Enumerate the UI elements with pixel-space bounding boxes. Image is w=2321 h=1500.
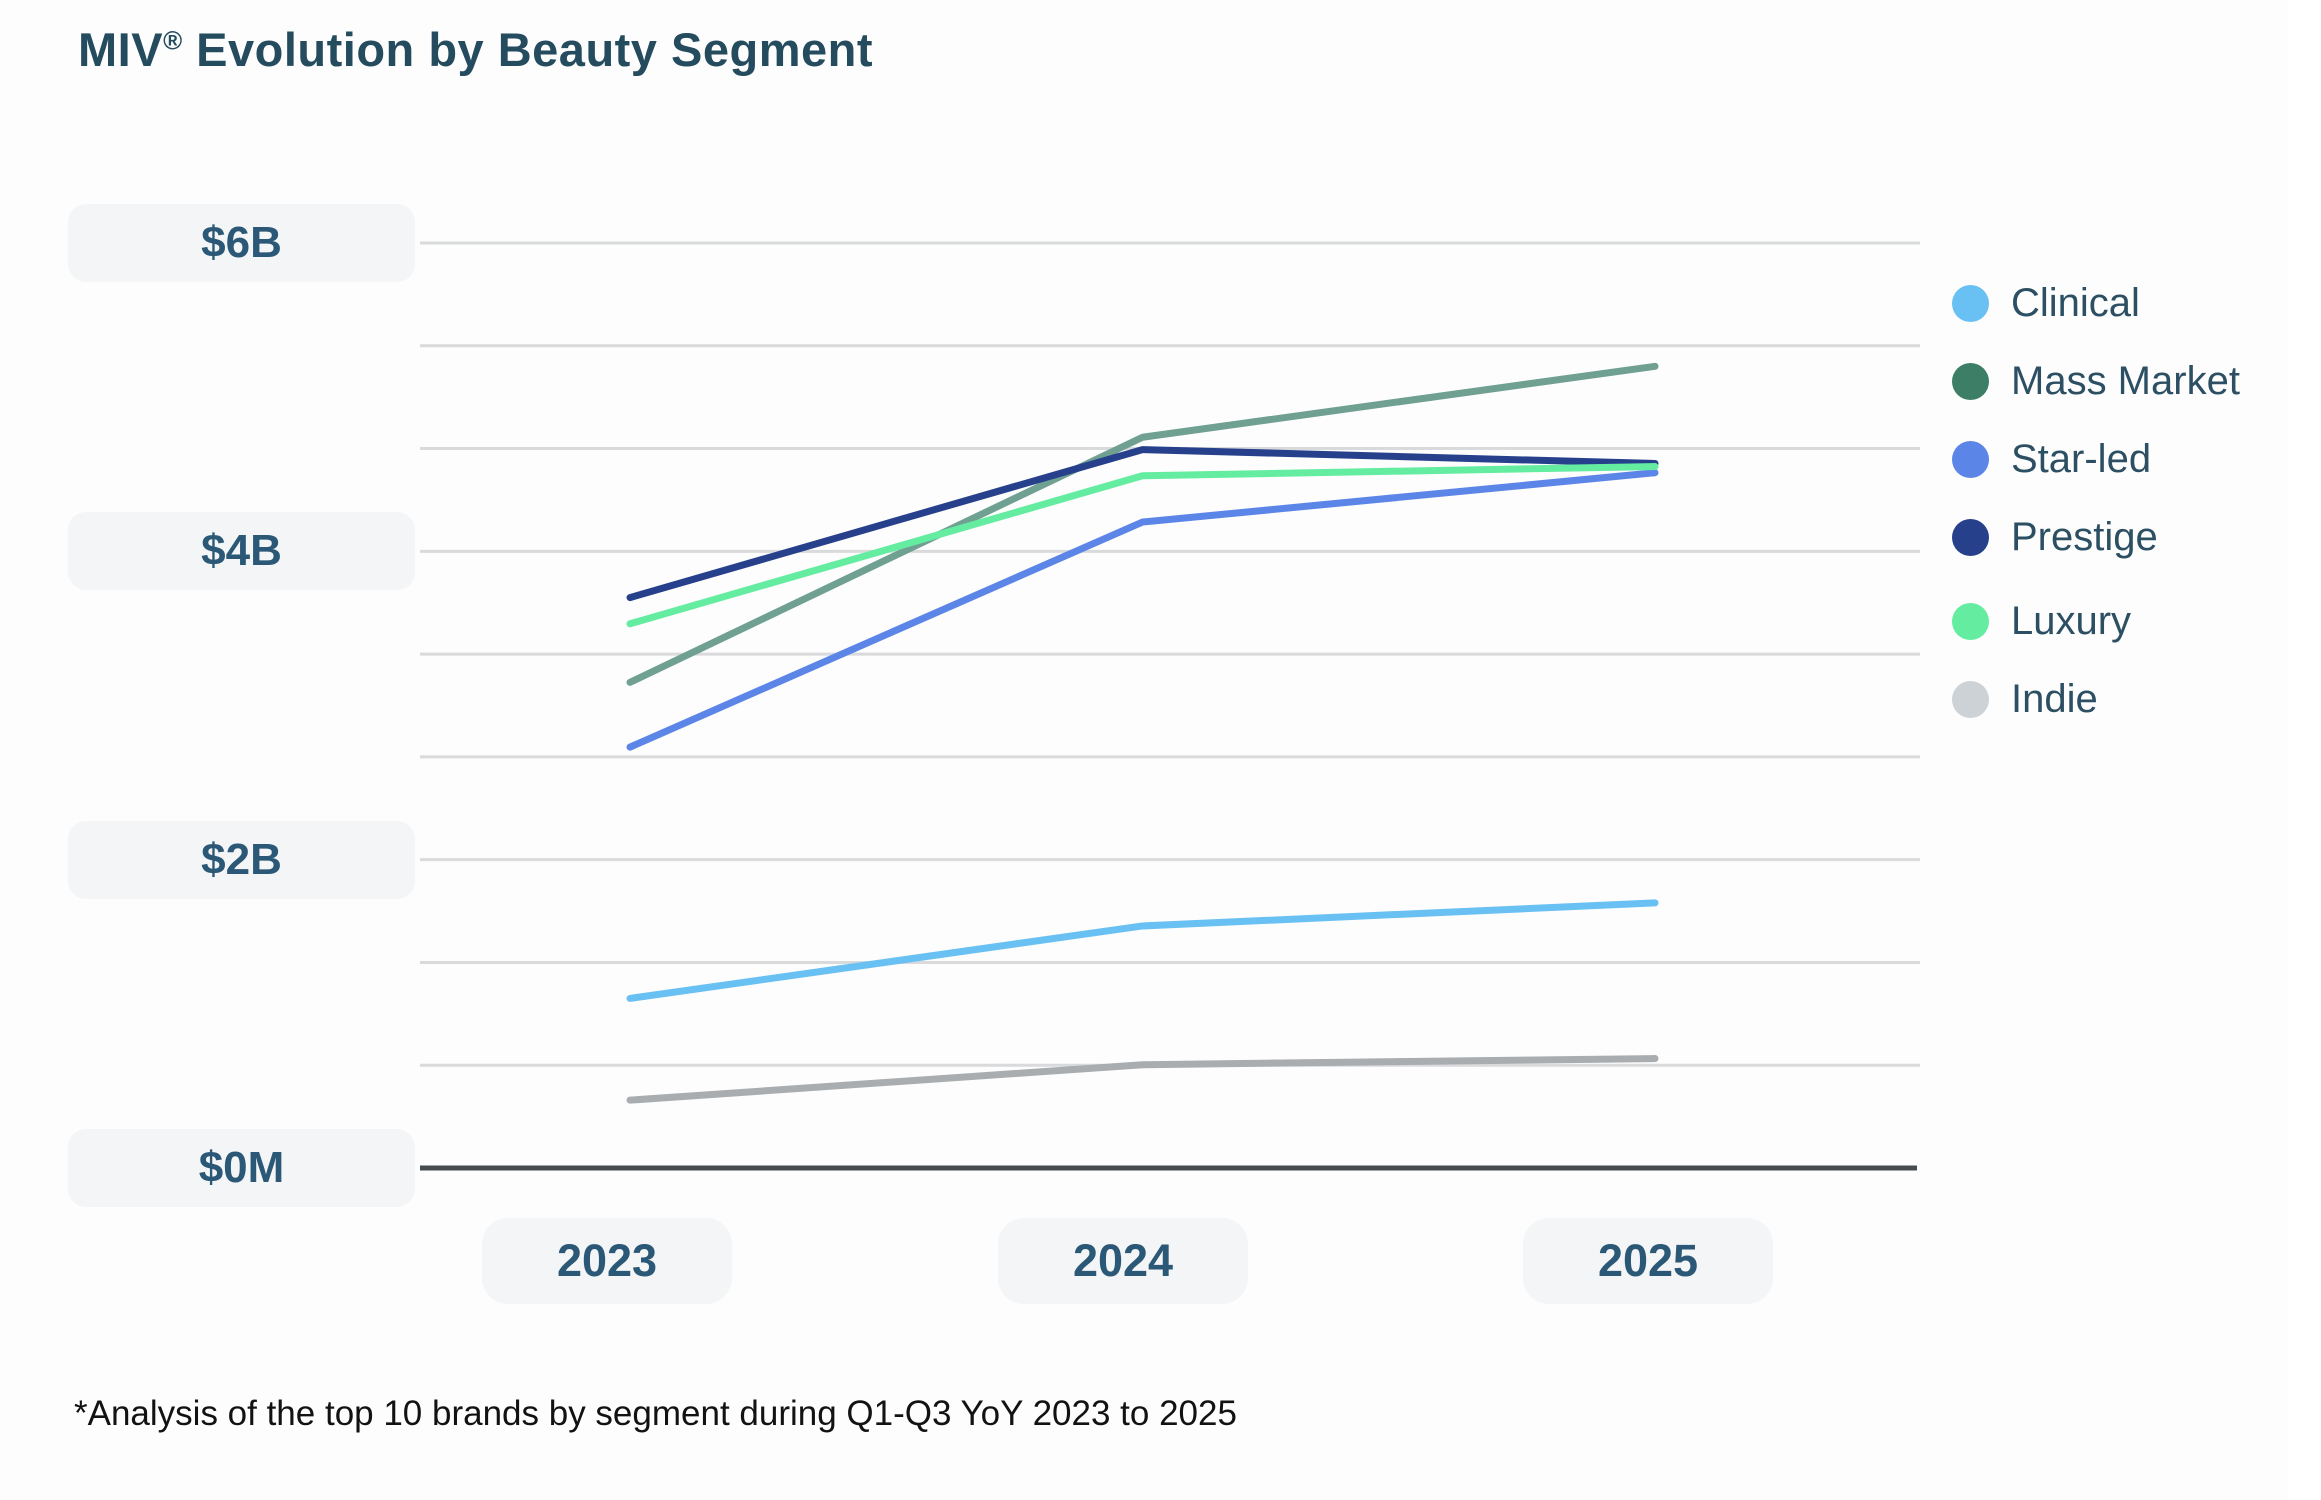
legend-label: Clinical xyxy=(2011,280,2140,325)
legend-item-luxury[interactable]: Luxury xyxy=(1952,597,2131,645)
series-line-indie xyxy=(626,1055,1659,1104)
registered-trademark-icon: ® xyxy=(163,27,183,56)
x-axis-label-2023: 2023 xyxy=(482,1218,732,1304)
y-axis-label-6b: $6B xyxy=(68,204,415,282)
y-axis-label-2b: $2B xyxy=(68,821,415,899)
legend-item-mass-market[interactable]: Mass Market xyxy=(1952,357,2240,405)
series-line-prestige xyxy=(626,446,1659,602)
legend-dot-mass-market-icon xyxy=(1952,362,1989,400)
title-text-rest: Evolution by Beauty Segment xyxy=(182,23,873,76)
legend-dot-prestige-icon xyxy=(1952,518,1989,556)
x-axis-label-2024: 2024 xyxy=(998,1218,1248,1304)
legend-dot-indie-icon xyxy=(1952,680,1989,718)
legend-dot-star-led-icon xyxy=(1952,440,1989,478)
legend-label: Prestige xyxy=(2011,514,2158,559)
right-edge-strip xyxy=(2288,0,2321,1500)
legend-label: Mass Market xyxy=(2011,358,2240,403)
legend-label: Indie xyxy=(2011,676,2098,721)
legend-item-clinical[interactable]: Clinical xyxy=(1952,279,2140,327)
series-line-luxury xyxy=(626,463,1659,628)
series-line-star-led xyxy=(626,469,1659,751)
legend-item-indie[interactable]: Indie xyxy=(1952,675,2098,723)
legend-label: Star-led xyxy=(2011,436,2152,481)
y-axis-label-0m: $0M xyxy=(68,1129,415,1207)
legend-item-prestige[interactable]: Prestige xyxy=(1952,513,2158,561)
series-line-clinical xyxy=(626,899,1659,1002)
y-axis-label-4b: $4B xyxy=(68,512,415,590)
x-axis-label-2025: 2025 xyxy=(1523,1218,1773,1304)
page-title: MIV® Evolution by Beauty Segment xyxy=(78,22,873,77)
chart-footnote: *Analysis of the top 10 brands by segmen… xyxy=(74,1394,1237,1433)
legend-dot-clinical-icon xyxy=(1952,284,1989,322)
legend-item-star-led[interactable]: Star-led xyxy=(1952,435,2151,483)
legend-dot-luxury-icon xyxy=(1952,602,1989,640)
legend-label: Luxury xyxy=(2011,598,2132,643)
series-line-mass-market xyxy=(626,362,1659,686)
title-text: MIV xyxy=(78,23,164,76)
